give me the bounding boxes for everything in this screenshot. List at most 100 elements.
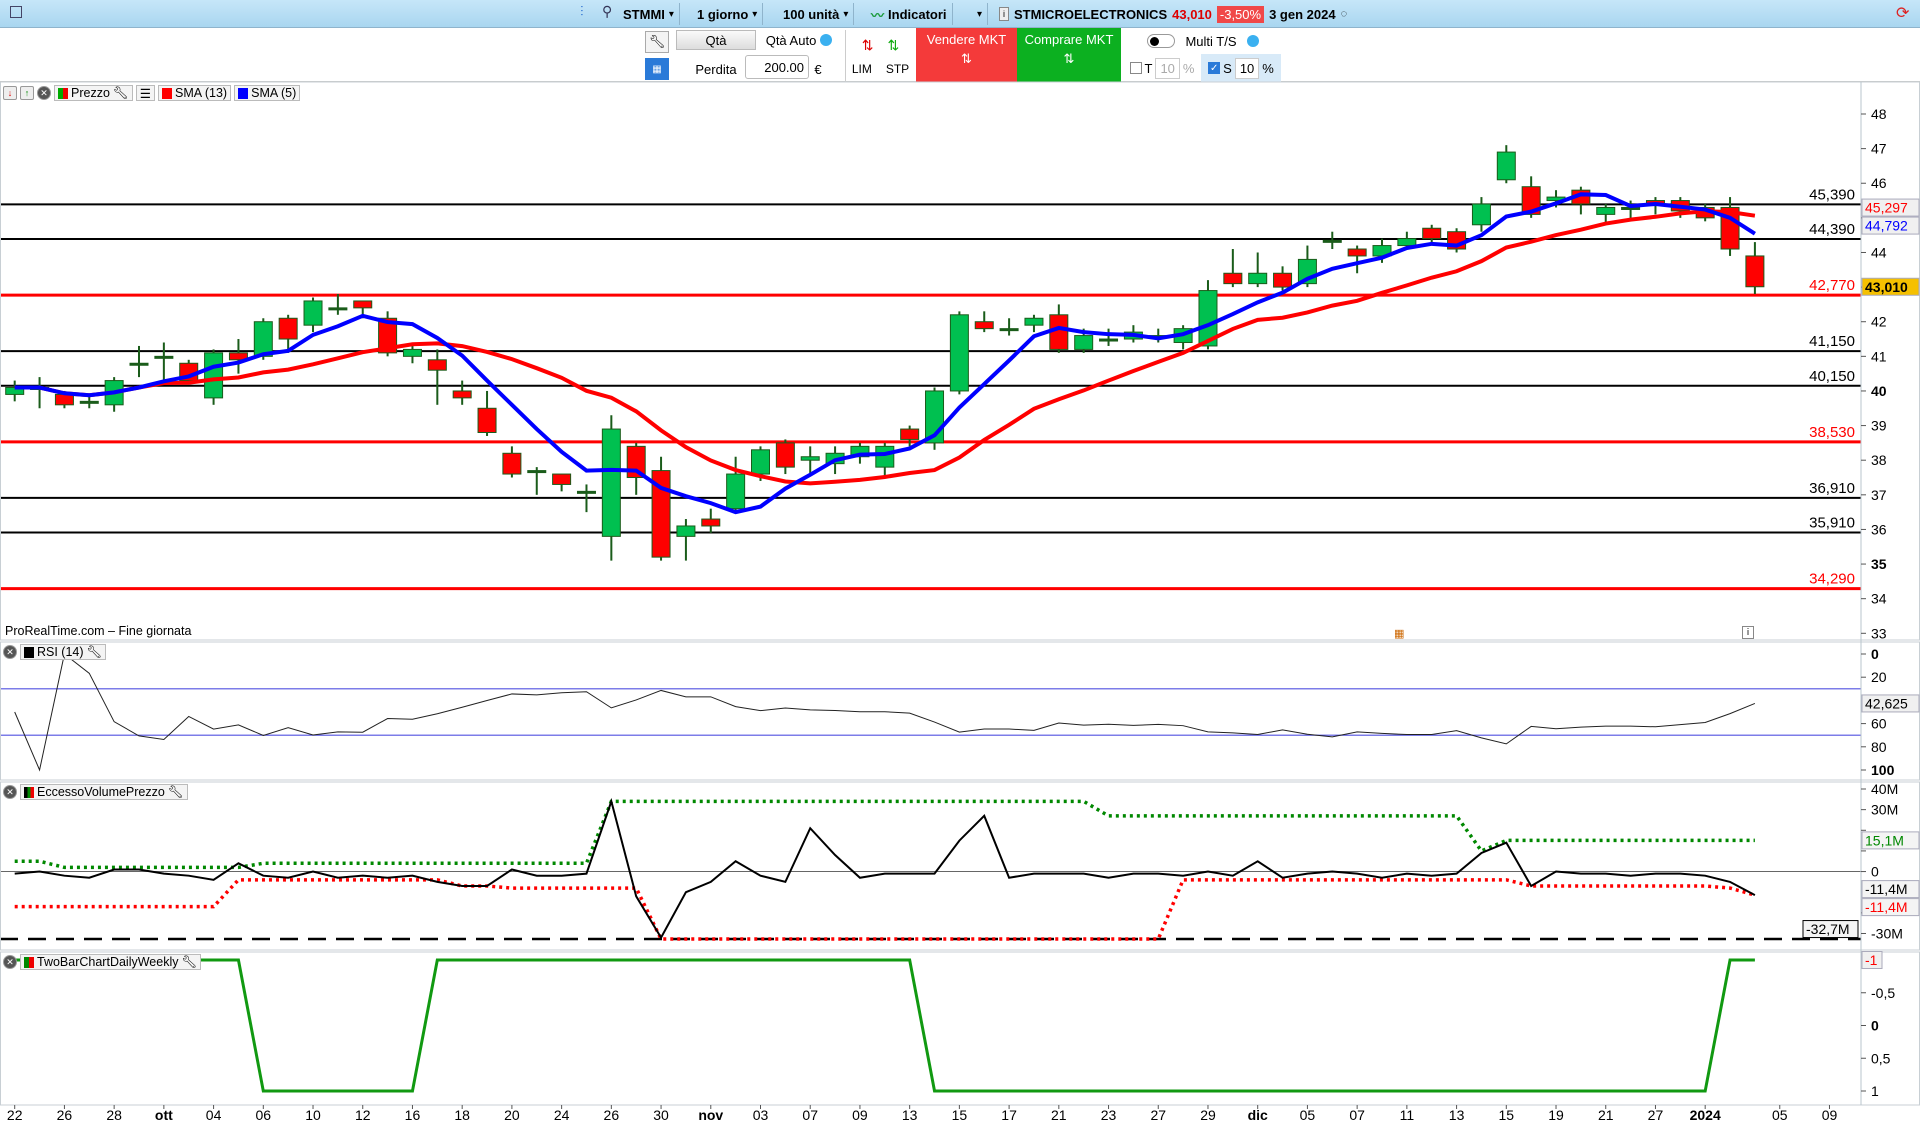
close-icon[interactable]: ✕ bbox=[3, 785, 17, 799]
candle-up bbox=[5, 386, 25, 395]
candle-down bbox=[1695, 206, 1715, 219]
link-icon[interactable]: ⚲ bbox=[602, 4, 613, 20]
rsi-panel bbox=[0, 653, 1861, 772]
candle-down bbox=[1521, 186, 1541, 215]
x-tick-label: 28 bbox=[106, 1107, 122, 1123]
level-label: 44,390 bbox=[1809, 221, 1855, 238]
candle-up bbox=[751, 449, 770, 475]
candle-up bbox=[154, 355, 174, 359]
x-tick-label: 13 bbox=[902, 1107, 918, 1123]
indicators-menu-button[interactable]: ▾ bbox=[968, 3, 989, 25]
indicators-label: Indicatori bbox=[888, 6, 947, 22]
price-tick-label: 34 bbox=[1871, 591, 1887, 607]
candle-down bbox=[626, 445, 646, 479]
move-down-icon[interactable]: ↓ bbox=[3, 86, 17, 100]
rsi-tick-label: 100 bbox=[1871, 762, 1895, 778]
calendar-icon[interactable]: ▦ bbox=[1394, 627, 1405, 640]
x-tick-label: 09 bbox=[1822, 1107, 1838, 1123]
qty-button[interactable]: Qtà bbox=[676, 30, 756, 50]
loss-input[interactable]: 200.00 bbox=[745, 55, 809, 79]
qty-auto-button[interactable]: Qtà Auto bbox=[758, 30, 840, 50]
candle-up bbox=[527, 470, 547, 474]
candle-down bbox=[974, 321, 994, 330]
t-input[interactable]: 10 bbox=[1155, 57, 1180, 79]
lim-button[interactable]: LIM bbox=[851, 61, 872, 76]
units-dropdown[interactable]: 100 unità ▾ bbox=[778, 3, 855, 25]
legend-list-button[interactable]: ☰ bbox=[135, 85, 155, 101]
level-label: 34,290 bbox=[1809, 571, 1855, 588]
level-label: 45,390 bbox=[1809, 186, 1855, 203]
sell-market-button[interactable]: Vendere MKT ⇅ bbox=[916, 28, 1017, 82]
price-tick-label: 39 bbox=[1871, 418, 1887, 434]
t-checkbox[interactable] bbox=[1129, 62, 1142, 74]
multi-ts-label: Multi T/S bbox=[1185, 33, 1237, 49]
candle-down bbox=[1720, 206, 1740, 250]
info-icon[interactable]: i bbox=[1742, 626, 1754, 639]
stop-order-icon[interactable]: ⇅ bbox=[887, 36, 900, 53]
chart-style-icon[interactable]: ⫶ bbox=[580, 4, 584, 20]
settings-button[interactable]: 🔧︎ bbox=[645, 31, 669, 53]
candle-down bbox=[900, 428, 920, 440]
legend-volume[interactable]: EccessoVolumePrezzo 🔧︎ bbox=[20, 784, 188, 800]
legend-price[interactable]: Prezzo 🔧︎ bbox=[54, 85, 133, 101]
legend-sma5[interactable]: SMA (5) bbox=[234, 85, 301, 101]
wrench-icon[interactable]: 🔧︎ bbox=[112, 85, 129, 100]
window-restore-icon[interactable] bbox=[10, 6, 22, 18]
chevron-down-icon: ▾ bbox=[843, 8, 849, 20]
timeframe-dropdown[interactable]: 1 giorno ▾ bbox=[692, 3, 764, 25]
help-bubble-icon bbox=[820, 34, 833, 46]
x-tick-label: 2024 bbox=[1690, 1107, 1721, 1123]
close-icon[interactable]: ✕ bbox=[37, 86, 51, 100]
s-checkbox[interactable]: ✓ bbox=[1208, 62, 1221, 74]
x-tick-label: 06 bbox=[256, 1107, 272, 1123]
sma5-line bbox=[14, 192, 1756, 515]
refresh-icon[interactable]: ⟳ bbox=[1896, 3, 1910, 22]
close-icon[interactable]: ✕ bbox=[3, 645, 17, 659]
limit-order-icon[interactable]: ⇅ bbox=[861, 36, 874, 53]
chevron-down-icon: ▾ bbox=[668, 8, 674, 20]
legend-rsi[interactable]: RSI (14) 🔧︎ bbox=[20, 644, 107, 660]
price-tick-label: 33 bbox=[1871, 625, 1887, 641]
info-icon[interactable]: i bbox=[999, 7, 1009, 21]
wrench-icon[interactable]: 🔧︎ bbox=[167, 784, 184, 799]
symbol-dropdown[interactable]: STMMI ▾ bbox=[618, 3, 680, 25]
candle-up bbox=[253, 321, 273, 357]
price-tick-label: 44 bbox=[1871, 244, 1887, 260]
legend-twobar[interactable]: TwoBarChartDailyWeekly 🔧︎ bbox=[20, 954, 202, 970]
s-input[interactable]: 10 bbox=[1234, 57, 1260, 79]
candle-up bbox=[1372, 245, 1392, 257]
close-icon[interactable]: ✕ bbox=[3, 955, 17, 969]
x-tick-label: 11 bbox=[1400, 1107, 1415, 1123]
change-badge: -3,50% bbox=[1216, 5, 1265, 23]
candle-down bbox=[502, 452, 522, 475]
keyboard-icon: ▦ bbox=[652, 63, 662, 75]
volume-value-box bbox=[1861, 898, 1920, 917]
multi-ts-toggle[interactable] bbox=[1147, 34, 1176, 48]
candle-down bbox=[477, 407, 497, 434]
candle-up bbox=[1471, 203, 1491, 226]
help-bubble-icon bbox=[1246, 35, 1259, 47]
candle-up bbox=[1496, 151, 1516, 181]
indicators-button[interactable]: 〰 Indicatori bbox=[866, 3, 953, 25]
lim-stp-group: ⇅ ⇅ LIM STP bbox=[845, 30, 915, 82]
rsi-tick-label: 60 bbox=[1871, 716, 1887, 732]
candle-down bbox=[775, 442, 795, 468]
wrench-icon[interactable]: 🔧︎ bbox=[181, 954, 198, 969]
level-label: 36,910 bbox=[1809, 480, 1855, 497]
keyboard-button[interactable]: ▦ bbox=[645, 58, 669, 80]
volume-excess-line bbox=[14, 797, 1756, 940]
candle-down bbox=[179, 362, 199, 382]
trailing-s-group: ✓ S 10 % bbox=[1201, 54, 1281, 82]
candle-up bbox=[1546, 196, 1566, 202]
x-tick-label: 23 bbox=[1101, 1107, 1117, 1123]
stp-button[interactable]: STP bbox=[885, 61, 910, 76]
price-tag-box bbox=[1861, 216, 1920, 235]
move-up-icon[interactable]: ↑ bbox=[20, 86, 34, 100]
legend-sma13[interactable]: SMA (13) bbox=[158, 85, 232, 101]
buy-market-button[interactable]: Comprare MKT ⇅ bbox=[1017, 28, 1121, 82]
wrench-icon[interactable]: 🔧︎ bbox=[86, 644, 103, 659]
candle-up bbox=[800, 456, 820, 461]
last-price: 43,010 bbox=[1172, 6, 1212, 22]
list-icon: ☰ bbox=[139, 86, 151, 101]
